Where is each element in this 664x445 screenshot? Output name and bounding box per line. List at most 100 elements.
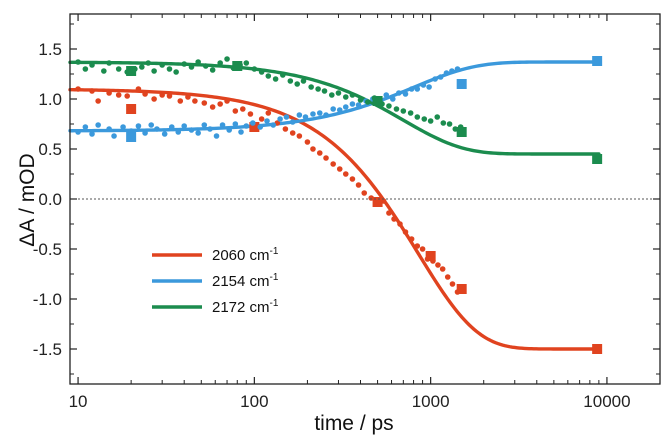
data-dot-series-2 (120, 124, 126, 130)
data-dot-series-1 (449, 281, 456, 287)
fit-curve-1 (68, 88, 601, 351)
data-dot-series-3 (166, 66, 173, 72)
data-dot-series-1 (201, 100, 208, 106)
data-dot-series-1 (296, 133, 303, 139)
data-dot-series-2 (408, 86, 415, 92)
legend-superscript: -1 (270, 298, 279, 309)
data-dot-series-2 (257, 124, 264, 130)
data-dot-series-2 (383, 92, 390, 98)
data-dot-series-3 (342, 94, 349, 100)
data-dot-series-2 (219, 122, 226, 128)
data-square-series-1 (249, 122, 260, 132)
data-dot-series-1 (419, 246, 426, 252)
y-tick-label: 1.0 (38, 90, 62, 109)
data-dot-series-2 (420, 82, 427, 88)
data-dot-series-3 (258, 69, 265, 75)
data-dot-series-1 (159, 92, 165, 98)
data-dot-series-2 (302, 114, 309, 120)
data-dot-series-2 (277, 116, 283, 122)
data-dot-series-3 (243, 60, 250, 66)
data-dot-series-3 (294, 81, 300, 87)
data-dot-series-3 (202, 63, 209, 69)
data-dot-series-2 (310, 111, 316, 117)
data-square-series-2 (456, 79, 467, 89)
data-dot-series-3 (89, 62, 95, 68)
data-square-series-1 (456, 284, 467, 294)
data-dot-series-2 (75, 129, 81, 135)
data-dot-series-2 (226, 127, 233, 133)
data-dot-series-1 (89, 88, 95, 94)
data-dot-series-1 (355, 182, 362, 188)
y-tick-label: 1.5 (38, 40, 62, 59)
data-square-series-1 (372, 197, 383, 207)
data-dot-series-3 (321, 88, 328, 94)
data-dot-series-2 (168, 124, 175, 130)
data-dot-series-1 (217, 101, 223, 107)
data-dot-series-1 (361, 190, 368, 196)
data-square-series-1 (126, 104, 137, 114)
data-dot-series-2 (342, 104, 349, 110)
legend: 2060 cm-1 2154 cm-1 2172 cm-1 (152, 246, 279, 316)
legend-label-1: 2060 cm-1 (212, 246, 279, 264)
data-dot-series-3 (446, 121, 453, 127)
data-dot-series-2 (289, 119, 296, 125)
data-dot-series-1 (232, 108, 239, 114)
x-tick-label: 1000 (412, 392, 450, 411)
data-dot-series-1 (402, 229, 409, 235)
data-dot-series-1 (192, 98, 198, 104)
data-dot-series-3 (188, 64, 195, 70)
legend-superscript: -1 (270, 272, 279, 283)
data-dot-series-3 (364, 99, 371, 105)
data-dot-series-1 (330, 161, 336, 167)
data-dot-series-3 (82, 66, 89, 72)
data-dot-series-1 (386, 210, 392, 216)
data-dot-series-1 (439, 266, 446, 272)
data-dot-series-3 (414, 114, 421, 120)
data-dot-series-3 (224, 56, 230, 62)
x-axis-title: time / ps (314, 412, 393, 435)
data-dot-series-3 (440, 120, 447, 126)
data-dot-series-3 (400, 108, 407, 114)
y-tick-label: 0.5 (38, 140, 62, 159)
data-dot-series-2 (316, 110, 323, 116)
data-dot-series-2 (142, 130, 148, 136)
data-dot-series-3 (280, 72, 286, 78)
data-dot-series-3 (427, 118, 434, 124)
y-tick-label: -1.5 (33, 340, 62, 359)
data-dot-series-2 (270, 122, 277, 128)
axis-ticks (70, 14, 660, 384)
data-dot-series-1 (75, 86, 81, 92)
data-dot-series-2 (426, 84, 432, 90)
data-dot-series-1 (185, 94, 191, 100)
data-dot-series-2 (414, 86, 421, 92)
data-dot-series-1 (336, 166, 343, 172)
data-dot-series-3 (407, 110, 414, 116)
data-square-series-2 (592, 56, 603, 66)
data-dot-series-1 (323, 155, 329, 161)
data-dot-series-1 (342, 171, 349, 177)
data-dot-series-3 (300, 78, 307, 84)
y-tick-label: 0.0 (38, 190, 62, 209)
data-square-series-3 (232, 61, 243, 71)
data-dot-series-2 (296, 112, 303, 118)
data-dot-series-2 (135, 123, 142, 129)
data-dot-series-3 (335, 90, 342, 96)
data-dot-series-2 (250, 120, 256, 126)
data-dot-series-3 (272, 76, 279, 82)
data-dot-series-3 (115, 66, 122, 72)
data-dot-series-1 (391, 216, 397, 222)
data-dot-series-2 (389, 96, 396, 102)
data-dot-series-2 (175, 129, 182, 135)
data-dot-series-1 (316, 150, 323, 156)
data-square-series-3 (372, 96, 383, 106)
data-dot-series-3 (357, 97, 364, 103)
data-dot-series-2 (264, 118, 270, 124)
data-dot-series-1 (166, 93, 173, 99)
data-square-series-3 (126, 66, 137, 76)
data-dot-series-1 (209, 104, 216, 110)
data-dot-series-2 (336, 107, 343, 113)
data-dot-series-3 (434, 114, 441, 120)
data-dot-series-3 (265, 73, 272, 79)
